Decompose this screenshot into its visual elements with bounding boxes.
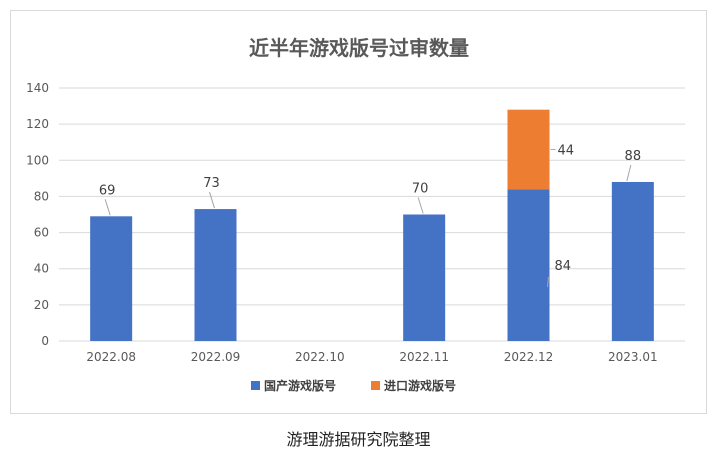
x-tick-label: 2023.01 xyxy=(608,350,658,364)
data-label-leader xyxy=(104,199,111,216)
x-tick-label: 2022.11 xyxy=(399,350,449,364)
y-tick-label: 120 xyxy=(26,117,49,131)
y-tick-label: 80 xyxy=(34,189,49,203)
y-tick-label: 0 xyxy=(41,334,49,348)
data-label: 70 xyxy=(412,182,429,197)
gridlines xyxy=(59,87,685,342)
bar-domestic-2022.11 xyxy=(403,214,446,341)
legend: 国产游戏版号 进口游戏版号 xyxy=(251,378,456,393)
data-label: 73 xyxy=(203,176,220,191)
bar-imported-2022.12 xyxy=(507,109,550,190)
data-label-leader xyxy=(547,277,549,288)
legend-swatch-domestic xyxy=(251,381,260,390)
bar-domestic-2022.09 xyxy=(194,209,237,341)
x-tick-label: 2022.12 xyxy=(504,350,554,364)
data-label: 69 xyxy=(99,183,116,198)
x-tick-label: 2022.10 xyxy=(295,350,345,364)
x-tick-label: 2022.08 xyxy=(86,350,136,364)
x-tick-label: 2022.09 xyxy=(191,350,241,364)
chart-title: 近半年游戏版号过审数量 xyxy=(249,36,469,60)
y-tick-label: 140 xyxy=(26,81,49,95)
bar-domestic-2022.12 xyxy=(507,189,550,341)
chart-frame: 近半年游戏版号过审数量 0 20 40 60 80 100 120 140 2022.08 202… xyxy=(10,10,707,414)
bar-chart: 近半年游戏版号过审数量 0 20 40 60 80 100 120 140 2022.08 202… xyxy=(26,36,685,393)
data-labels: 69 73 70 84 88 44 xyxy=(99,143,642,288)
data-label: 44 xyxy=(558,143,575,158)
y-tick-label: 20 xyxy=(34,298,49,312)
y-tick-label: 40 xyxy=(34,262,49,276)
data-label-leader xyxy=(417,197,424,214)
legend-label-imported: 进口游戏版号 xyxy=(384,378,456,393)
axes: 0 20 40 60 80 100 120 140 2022.08 2022.09 2022.10 2… xyxy=(26,81,658,364)
bars xyxy=(90,109,654,341)
data-label: 88 xyxy=(625,149,642,164)
legend-label-domestic: 国产游戏版号 xyxy=(264,378,336,393)
data-label: 84 xyxy=(555,259,572,274)
data-label-leader xyxy=(209,191,215,209)
source-caption: 游理游据研究院整理 xyxy=(286,430,431,449)
bar-domestic-2023.01 xyxy=(611,181,654,341)
y-tick-label: 60 xyxy=(34,226,49,240)
data-label-leader xyxy=(626,164,632,182)
y-tick-label: 100 xyxy=(26,153,49,167)
bar-domestic-2022.08 xyxy=(90,216,133,341)
legend-swatch-imported xyxy=(371,381,380,390)
